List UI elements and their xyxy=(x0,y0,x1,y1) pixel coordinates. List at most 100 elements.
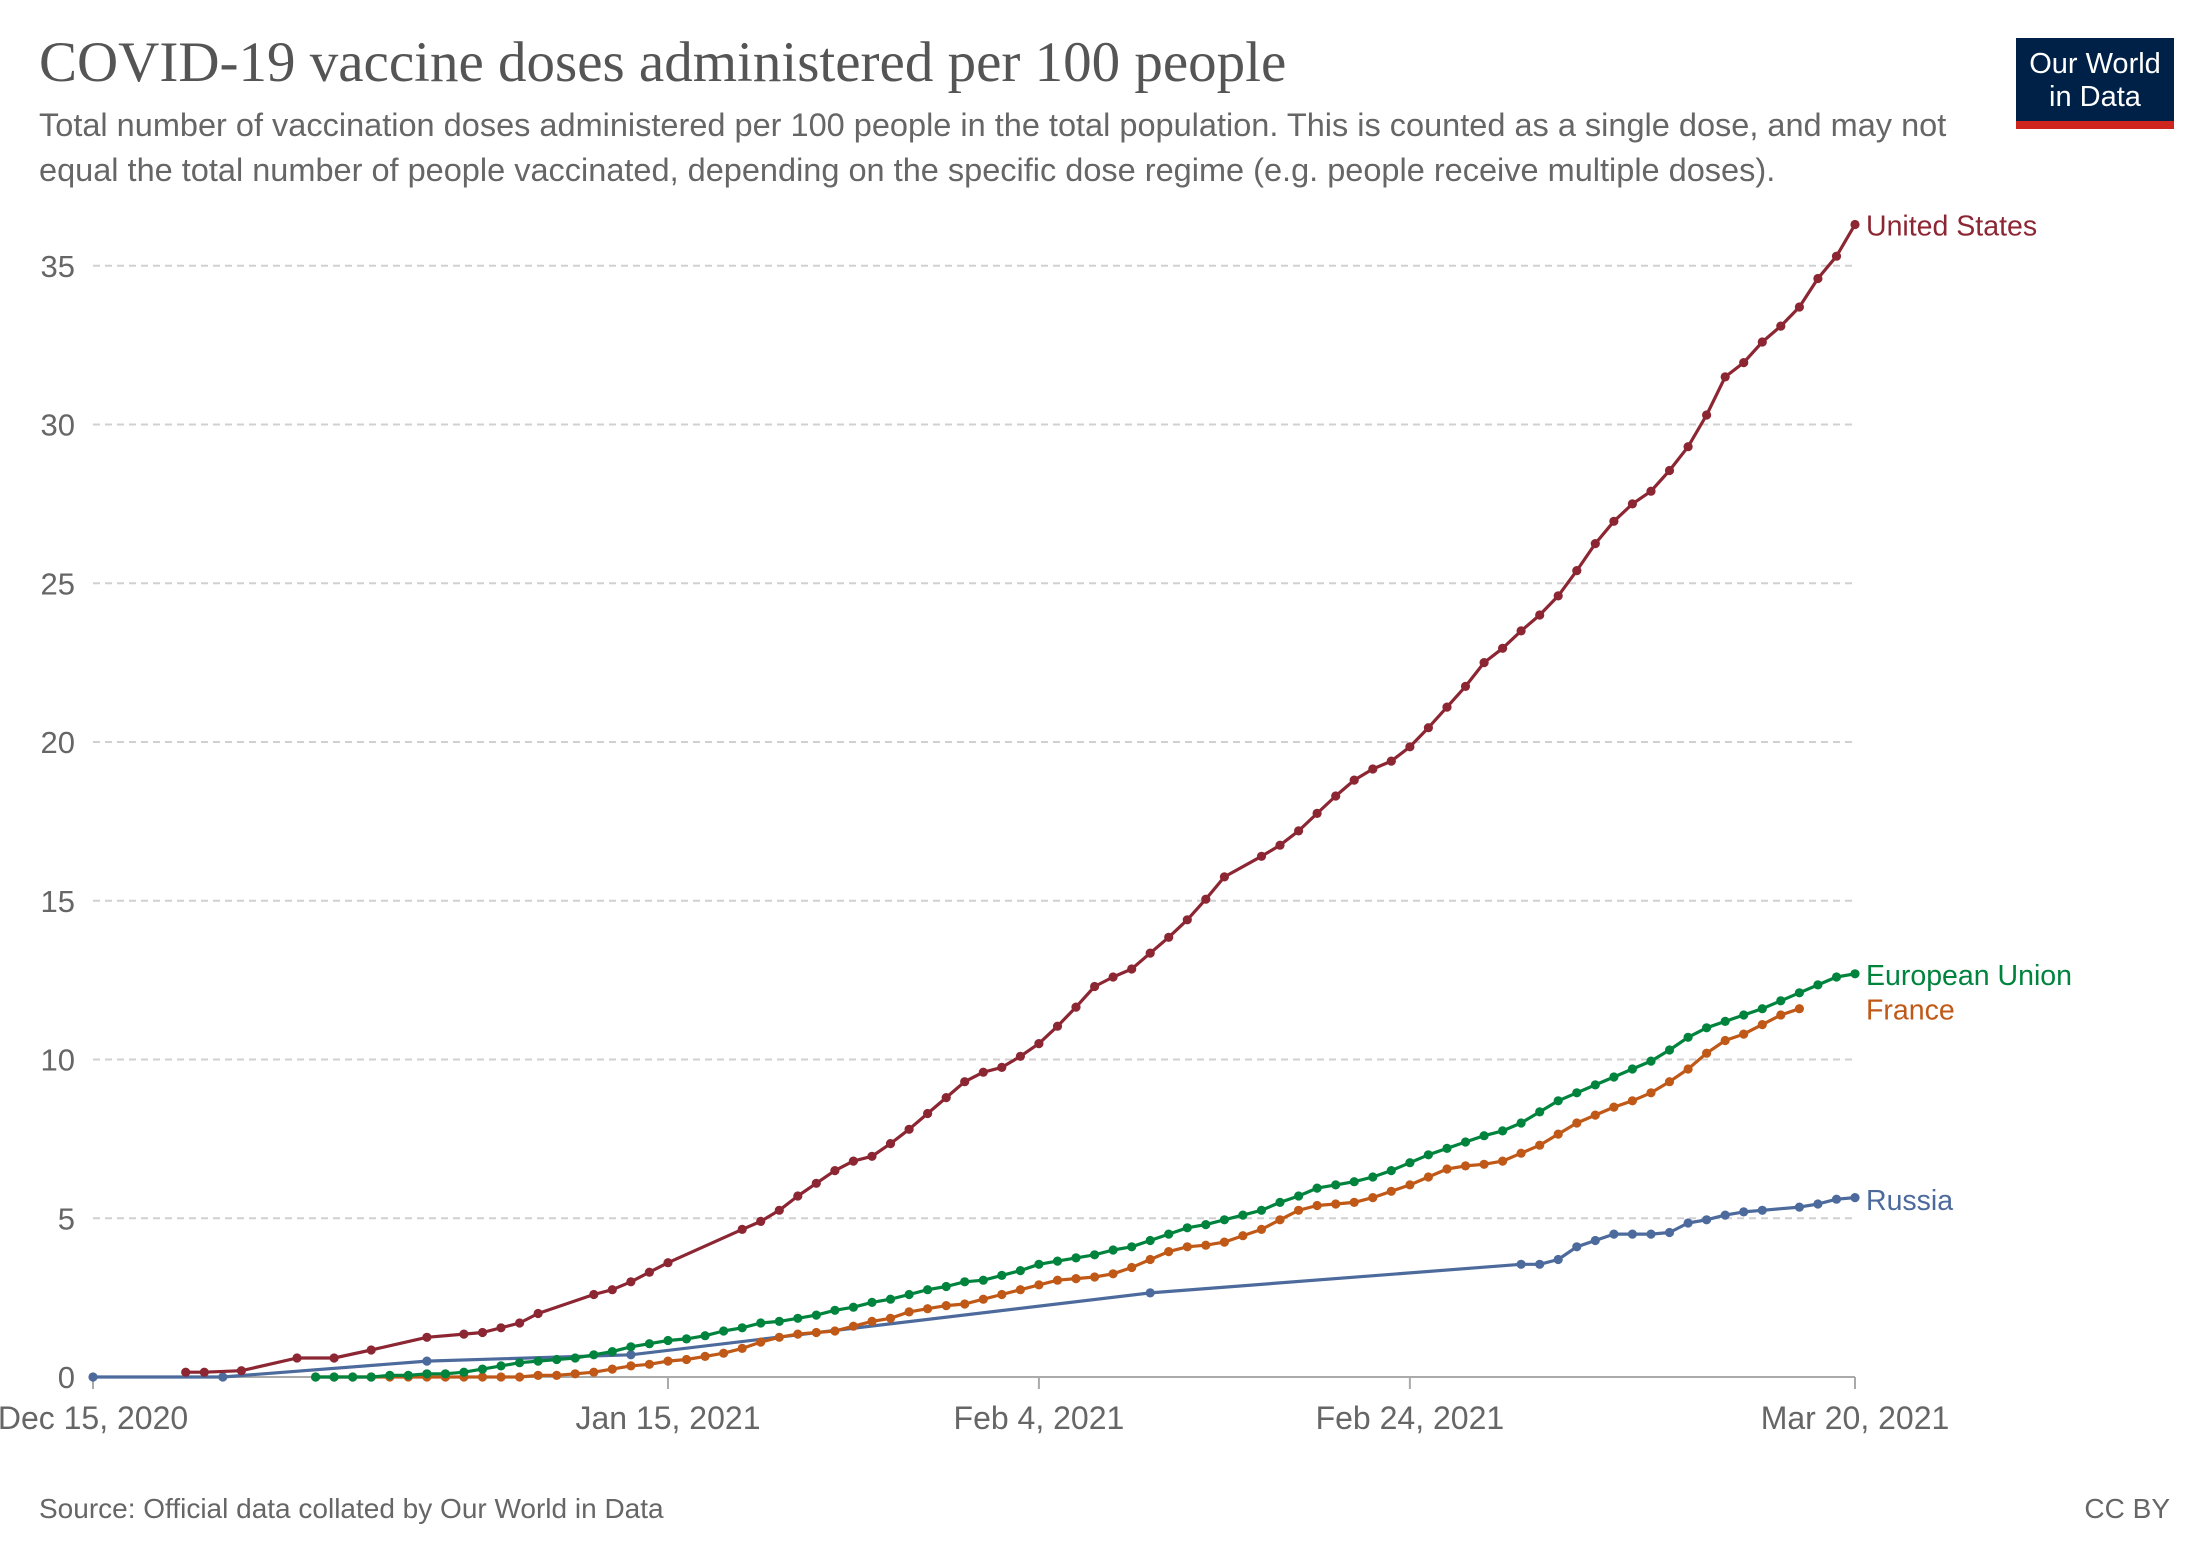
data-point-france[interactable] xyxy=(1294,1205,1304,1215)
data-point-european-union[interactable] xyxy=(1757,1004,1767,1014)
series-european-union[interactable] xyxy=(311,969,1860,1382)
data-point-united-states[interactable] xyxy=(1034,1039,1044,1049)
data-point-european-union[interactable] xyxy=(1108,1245,1118,1255)
data-point-russia[interactable] xyxy=(422,1356,432,1366)
data-point-united-states[interactable] xyxy=(1831,251,1842,261)
data-point-france[interactable] xyxy=(1368,1193,1378,1203)
data-point-united-states[interactable] xyxy=(793,1191,803,1201)
data-point-united-states[interactable] xyxy=(1479,658,1489,668)
data-point-united-states[interactable] xyxy=(1813,273,1823,284)
data-point-russia[interactable] xyxy=(1739,1207,1749,1217)
data-point-united-states[interactable] xyxy=(1572,566,1582,576)
data-point-russia[interactable] xyxy=(1553,1254,1563,1265)
data-point-france[interactable] xyxy=(607,1364,617,1374)
data-point-european-union[interactable] xyxy=(348,1372,358,1382)
data-point-russia[interactable] xyxy=(1813,1199,1823,1209)
data-point-united-states[interactable] xyxy=(830,1166,840,1176)
data-point-united-states[interactable] xyxy=(1498,643,1508,653)
data-point-european-union[interactable] xyxy=(477,1364,488,1374)
data-point-united-states[interactable] xyxy=(1312,808,1322,819)
data-point-united-states[interactable] xyxy=(1386,756,1396,766)
data-point-united-states[interactable] xyxy=(1739,358,1749,368)
data-point-united-states[interactable] xyxy=(1442,702,1452,712)
data-point-russia[interactable] xyxy=(1646,1229,1656,1239)
data-point-united-states[interactable] xyxy=(292,1353,302,1363)
data-point-france[interactable] xyxy=(811,1327,821,1338)
data-point-european-union[interactable] xyxy=(1015,1266,1025,1276)
data-point-european-union[interactable] xyxy=(1238,1210,1248,1220)
data-point-european-union[interactable] xyxy=(1442,1143,1452,1153)
data-point-european-union[interactable] xyxy=(1590,1080,1600,1090)
data-point-european-union[interactable] xyxy=(1201,1220,1211,1230)
data-point-united-states[interactable] xyxy=(1331,791,1341,801)
data-point-european-union[interactable] xyxy=(1182,1223,1192,1233)
data-point-france[interactable] xyxy=(1442,1164,1452,1174)
data-point-united-states[interactable] xyxy=(978,1067,988,1077)
data-point-france[interactable] xyxy=(1479,1159,1489,1169)
data-point-european-union[interactable] xyxy=(1720,1016,1730,1026)
data-point-european-union[interactable] xyxy=(830,1305,840,1315)
data-point-france[interactable] xyxy=(570,1369,580,1379)
data-point-united-states[interactable] xyxy=(1294,826,1304,836)
data-point-france[interactable] xyxy=(1794,1004,1804,1014)
data-point-united-states[interactable] xyxy=(1052,1021,1063,1031)
data-point-european-union[interactable] xyxy=(904,1289,914,1300)
data-point-united-states[interactable] xyxy=(1405,742,1415,752)
data-point-france[interactable] xyxy=(1201,1240,1211,1250)
data-point-france[interactable] xyxy=(1739,1029,1749,1039)
data-point-france[interactable] xyxy=(1590,1110,1600,1120)
data-point-european-union[interactable] xyxy=(941,1281,951,1292)
data-point-european-union[interactable] xyxy=(1776,996,1786,1006)
data-point-france[interactable] xyxy=(1535,1140,1545,1150)
data-point-united-states[interactable] xyxy=(1535,610,1545,620)
data-point-european-union[interactable] xyxy=(1386,1166,1396,1176)
data-point-united-states[interactable] xyxy=(1219,872,1229,882)
data-point-european-union[interactable] xyxy=(1498,1126,1508,1136)
series-label-united-states[interactable]: United States xyxy=(1866,210,2037,242)
data-point-united-states[interactable] xyxy=(1127,964,1137,974)
data-point-russia[interactable] xyxy=(1831,1194,1842,1204)
data-point-france[interactable] xyxy=(978,1294,988,1304)
data-point-european-union[interactable] xyxy=(1813,980,1823,990)
data-point-european-union[interactable] xyxy=(1256,1205,1267,1215)
data-point-european-union[interactable] xyxy=(1683,1032,1693,1042)
data-point-france[interactable] xyxy=(960,1299,970,1309)
data-point-united-states[interactable] xyxy=(459,1329,469,1339)
data-point-european-union[interactable] xyxy=(329,1372,339,1382)
data-point-france[interactable] xyxy=(848,1321,859,1331)
data-point-france[interactable] xyxy=(793,1329,803,1339)
data-point-united-states[interactable] xyxy=(756,1216,766,1226)
data-point-united-states[interactable] xyxy=(1108,972,1118,982)
data-point-united-states[interactable] xyxy=(1720,372,1730,382)
data-point-france[interactable] xyxy=(663,1356,673,1366)
data-point-united-states[interactable] xyxy=(1182,915,1192,925)
data-point-european-union[interactable] xyxy=(1127,1242,1137,1252)
data-point-france[interactable] xyxy=(1516,1148,1526,1158)
data-point-european-union[interactable] xyxy=(1831,972,1842,982)
data-point-united-states[interactable] xyxy=(236,1366,246,1376)
data-point-united-states[interactable] xyxy=(607,1285,617,1295)
data-point-united-states[interactable] xyxy=(422,1332,432,1342)
data-point-european-union[interactable] xyxy=(515,1358,525,1368)
data-point-france[interactable] xyxy=(1702,1048,1712,1058)
data-point-european-union[interactable] xyxy=(311,1372,321,1382)
series-france[interactable] xyxy=(311,1004,1804,1382)
data-point-european-union[interactable] xyxy=(644,1339,655,1349)
data-point-france[interactable] xyxy=(941,1301,951,1311)
data-point-united-states[interactable] xyxy=(1702,410,1712,420)
data-point-european-union[interactable] xyxy=(848,1302,859,1312)
data-point-european-union[interactable] xyxy=(923,1285,933,1295)
data-point-france[interactable] xyxy=(830,1326,840,1336)
series-line-france[interactable] xyxy=(315,1007,1800,1379)
data-point-european-union[interactable] xyxy=(774,1316,784,1326)
data-point-france[interactable] xyxy=(477,1372,488,1382)
data-point-united-states[interactable] xyxy=(904,1124,914,1134)
data-point-russia[interactable] xyxy=(1757,1205,1767,1215)
data-point-european-union[interactable] xyxy=(756,1318,766,1328)
data-point-european-union[interactable] xyxy=(700,1331,710,1341)
data-point-france[interactable] xyxy=(867,1316,877,1326)
data-point-european-union[interactable] xyxy=(1664,1045,1675,1055)
series-line-united-states[interactable] xyxy=(185,223,1857,1374)
data-point-united-states[interactable] xyxy=(1590,539,1600,549)
data-point-france[interactable] xyxy=(589,1367,599,1377)
